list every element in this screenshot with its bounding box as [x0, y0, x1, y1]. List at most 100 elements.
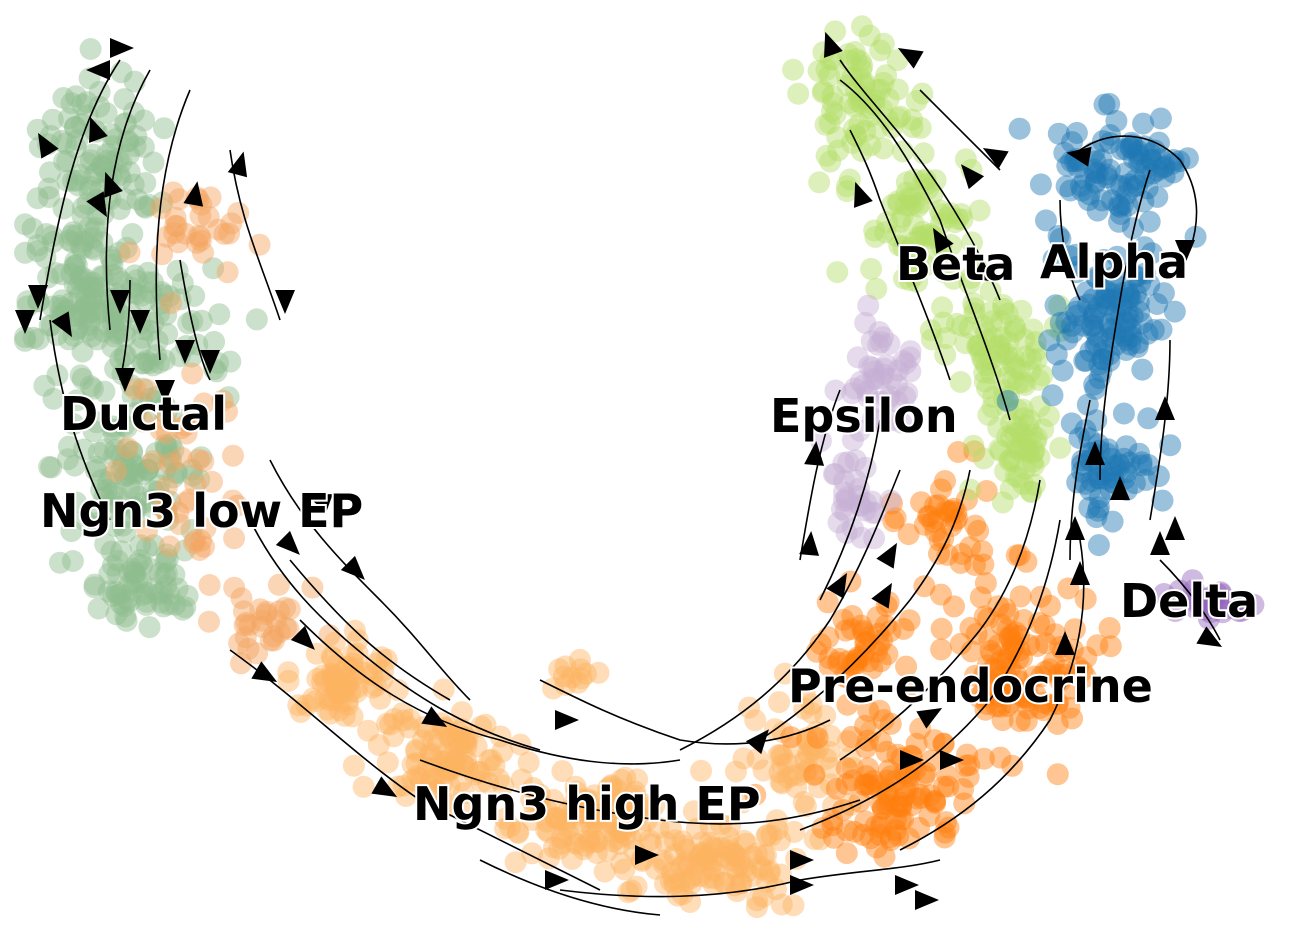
cell-point [1008, 439, 1031, 462]
cell-point [197, 205, 220, 228]
cell-point [405, 740, 428, 763]
cell-point [808, 776, 831, 799]
cell-point [1017, 697, 1040, 720]
cell-point [1001, 623, 1024, 646]
cell-point [60, 92, 83, 115]
cell-point [142, 450, 165, 473]
cell-point [61, 231, 84, 253]
cell-point [677, 854, 700, 877]
cell-point [833, 665, 856, 688]
cell-point [551, 832, 574, 855]
cell-point [421, 748, 444, 771]
cell-point [861, 501, 884, 524]
cell-point [446, 746, 469, 769]
cell-point [131, 327, 154, 349]
cell-point [809, 828, 832, 851]
cell-point [222, 444, 244, 467]
cell-point [329, 690, 352, 713]
cell-point [46, 364, 69, 387]
cell-point [41, 108, 64, 131]
cell-point [135, 581, 158, 604]
cell-point [972, 553, 995, 576]
cluster-labels: Ductal Ngn3 low EP Ngn3 high EP Pre-endo… [38, 233, 1260, 833]
cell-point [443, 732, 466, 755]
cell-point [1077, 189, 1100, 212]
cell-point [725, 760, 747, 783]
cell-point [714, 871, 736, 894]
cell-point [852, 621, 875, 644]
cell-point [1228, 600, 1251, 623]
cell-point [147, 480, 170, 503]
cell-point [1049, 311, 1072, 334]
cell-point [989, 685, 1012, 708]
cell-point [557, 817, 580, 840]
cell-point [332, 680, 354, 703]
cell-point [83, 576, 106, 599]
cell-point [1086, 162, 1109, 185]
cell-point [845, 48, 868, 71]
cell-point [827, 511, 850, 534]
cell-point [238, 614, 261, 636]
cell-point [982, 385, 1005, 408]
cell-point [275, 616, 297, 639]
cell-point [872, 137, 895, 160]
cell-point [972, 447, 995, 470]
cell-point [184, 529, 207, 552]
cell-point [858, 625, 881, 648]
cell-point [864, 225, 887, 248]
cell-point [996, 695, 1019, 718]
cell-point [1146, 185, 1169, 208]
cell-point [992, 294, 1014, 316]
cell-point [109, 348, 132, 371]
cell-point [1130, 454, 1153, 477]
cell-point [1041, 384, 1064, 407]
cell-point [947, 208, 969, 230]
cell-point [93, 486, 116, 509]
cell-point [1152, 282, 1175, 305]
cell-point [563, 831, 586, 854]
cell-point [1146, 159, 1169, 182]
cell-point [174, 414, 197, 437]
cell-point [857, 773, 880, 796]
cell-point [1014, 374, 1037, 397]
cell-point [1087, 296, 1110, 319]
cell-point [211, 389, 234, 412]
cell-point [1004, 422, 1027, 445]
cell-point [58, 107, 80, 130]
cell-point [522, 777, 545, 799]
cell-point [248, 233, 271, 256]
cell-point [234, 626, 257, 649]
cell-point [827, 651, 849, 674]
cell-point [987, 416, 1010, 439]
cell-point [937, 775, 960, 798]
cell-point [927, 494, 950, 517]
cell-point [794, 760, 817, 783]
cell-point [862, 367, 885, 390]
cell-point [453, 754, 476, 777]
cell-point [398, 716, 420, 739]
cell-point [173, 408, 196, 431]
cell-point [998, 449, 1021, 472]
cell-point [690, 843, 712, 866]
cell-point [132, 352, 155, 375]
cell-point [100, 540, 123, 563]
cell-point [1021, 450, 1044, 473]
cell-point [216, 400, 238, 423]
cell-point [697, 843, 720, 866]
cell-point [1001, 368, 1024, 391]
cell-point [189, 229, 212, 252]
cell-point [1105, 110, 1128, 132]
cell-point [1117, 287, 1140, 309]
cell-point [654, 872, 676, 895]
cell-point [894, 194, 917, 217]
cell-point [866, 606, 889, 629]
cell-point [425, 778, 448, 801]
cell-point [127, 485, 150, 508]
cell-point [75, 287, 98, 310]
cell-point [357, 719, 380, 742]
cell-point [1034, 660, 1057, 683]
cell-point [83, 163, 106, 186]
cell-point [141, 488, 164, 511]
cell-point [934, 343, 957, 366]
cell-point [110, 540, 133, 563]
